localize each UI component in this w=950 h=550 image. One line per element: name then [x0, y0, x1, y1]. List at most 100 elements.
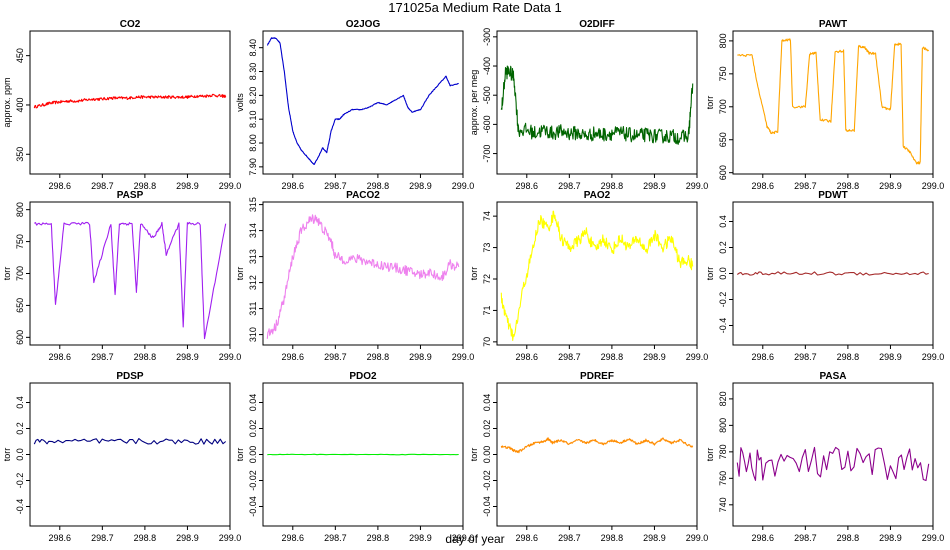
- y-tick-label: 73: [482, 243, 492, 253]
- panel-o2diff: O2DIFF -700 -600 -500 -400 -300 298.6 298.7 298.…: [469, 19, 708, 191]
- y-tick-label: 0.02: [248, 420, 258, 438]
- x-tick-label: 298.8: [367, 533, 390, 543]
- y-tick-label: 70: [482, 337, 492, 347]
- panel-paco2: PACO2 310 311 312 313 314 315 298.6 298.7 298.8 29…: [235, 190, 474, 362]
- panel-pasp: PASP 600 650 700 750 800 298.6 298.7 298.8 298.9 2…: [2, 190, 241, 362]
- series-line: [500, 210, 694, 341]
- x-tick-label: 298.9: [879, 352, 902, 362]
- y-tick-label: 71: [482, 305, 492, 315]
- x-tick-label: 298.7: [324, 533, 347, 543]
- x-tick-label: 298.7: [558, 352, 581, 362]
- y-axis-label: torr: [705, 267, 715, 281]
- y-tick-label: 740: [718, 497, 728, 512]
- panel-title: PAO2: [584, 190, 611, 201]
- y-tick-label: 780: [718, 444, 728, 459]
- x-axis-label: day of year: [445, 532, 504, 546]
- y-tick-label: 0.00: [482, 446, 492, 464]
- y-tick-label: -0.2: [15, 473, 25, 489]
- x-tick-label: 298.7: [91, 352, 114, 362]
- x-tick-label: 298.6: [752, 533, 775, 543]
- y-tick-label: -0.4: [718, 318, 728, 334]
- x-tick-label: 298.7: [558, 533, 581, 543]
- x-tick-label: 298.7: [324, 181, 347, 191]
- y-axis-label: volts: [235, 93, 245, 112]
- y-axis-label: torr: [469, 267, 479, 281]
- x-tick-label: 298.6: [752, 181, 775, 191]
- x-tick-label: 299.0: [452, 181, 475, 191]
- y-tick-label: -600: [482, 115, 492, 133]
- panel-title: PASA: [819, 371, 846, 382]
- y-tick-label: 700: [15, 266, 25, 281]
- series-line: [736, 271, 929, 276]
- x-tick-label: 298.9: [879, 533, 902, 543]
- x-tick-label: 299.0: [686, 181, 709, 191]
- y-tick-label: 450: [15, 48, 25, 63]
- y-tick-label: 7.90: [248, 158, 258, 176]
- x-tick-label: 298.9: [643, 533, 666, 543]
- y-tick-label: -700: [482, 145, 492, 163]
- panel-title: CO2: [120, 19, 141, 30]
- x-tick-label: 298.7: [558, 181, 581, 191]
- x-tick-label: 299.0: [219, 181, 242, 191]
- x-tick-label: 298.6: [282, 181, 305, 191]
- plot-frame: [496, 30, 698, 175]
- x-tick-label: 298.8: [134, 352, 157, 362]
- x-tick-label: 298.7: [794, 533, 817, 543]
- panel-title: PDWT: [818, 190, 847, 201]
- y-tick-label: 350: [15, 147, 25, 162]
- y-tick-label: 8.10: [248, 110, 258, 128]
- x-tick-label: 298.7: [91, 533, 114, 543]
- y-axis-label: torr: [235, 267, 245, 281]
- x-tick-label: 298.9: [409, 352, 432, 362]
- x-tick-label: 298.9: [176, 352, 199, 362]
- y-tick-label: 8.30: [248, 63, 258, 81]
- panel-pao2: PAO2 70 71 72 73 74 298.6 298.7 298.8 298.9 299.0 t…: [469, 190, 708, 362]
- x-tick-label: 298.9: [409, 533, 432, 543]
- plot-frame: [496, 382, 698, 527]
- panel-title: PDREF: [580, 371, 614, 382]
- x-tick-label: 298.9: [643, 352, 666, 362]
- y-tick-label: 0.02: [482, 420, 492, 438]
- y-tick-label: 0.00: [248, 446, 258, 464]
- x-tick-label: 298.6: [752, 352, 775, 362]
- series-line: [266, 214, 460, 339]
- y-tick-label: -0.4: [15, 499, 25, 515]
- plot-frame: [262, 30, 464, 175]
- x-tick-label: 299.0: [922, 181, 945, 191]
- series-line: [267, 453, 459, 456]
- y-tick-label: 74: [482, 211, 492, 221]
- series-line: [500, 65, 694, 145]
- x-tick-label: 298.8: [837, 533, 860, 543]
- x-tick-label: 298.6: [49, 181, 72, 191]
- series-line: [500, 437, 694, 454]
- y-tick-label: 8.00: [248, 134, 258, 152]
- y-axis-label: torr: [2, 448, 12, 462]
- panel-pdref: PDREF -0.04 -0.02 0.00 0.02 0.04 298.6 298.7 298…: [469, 371, 708, 543]
- panel-title: O2JOG: [346, 19, 381, 30]
- panel-title: PASP: [117, 190, 144, 201]
- x-tick-label: 298.6: [516, 533, 539, 543]
- y-tick-label: 310: [248, 327, 258, 342]
- y-tick-label: -0.04: [482, 496, 492, 517]
- y-axis-label: approx. ppm: [2, 77, 12, 127]
- y-tick-label: 0.04: [482, 394, 492, 412]
- plot-frame: [732, 382, 934, 527]
- y-tick-label: 0.0: [718, 267, 728, 280]
- series-line: [736, 446, 930, 482]
- plot-frame: [29, 30, 231, 175]
- y-tick-label: 72: [482, 274, 492, 284]
- panel-pdsp: PDSP -0.4 -0.2 0.0 0.2 0.4 298.6 298.7 298.8 298.…: [2, 371, 241, 543]
- y-axis-label: torr: [235, 448, 245, 462]
- panel-pasa: PASA 740 760 780 800 820 298.6 298.7 298.8 298.9 2…: [705, 371, 944, 543]
- x-tick-label: 298.6: [516, 352, 539, 362]
- x-tick-label: 298.8: [134, 533, 157, 543]
- y-tick-label: 315: [248, 197, 258, 212]
- x-tick-label: 298.6: [49, 352, 72, 362]
- x-tick-label: 298.8: [837, 352, 860, 362]
- plot-frame: [496, 201, 698, 346]
- y-tick-label: 600: [15, 330, 25, 345]
- x-tick-label: 299.0: [922, 533, 945, 543]
- x-tick-label: 299.0: [686, 352, 709, 362]
- y-tick-label: 314: [248, 223, 258, 238]
- panel-title: PACO2: [346, 190, 380, 201]
